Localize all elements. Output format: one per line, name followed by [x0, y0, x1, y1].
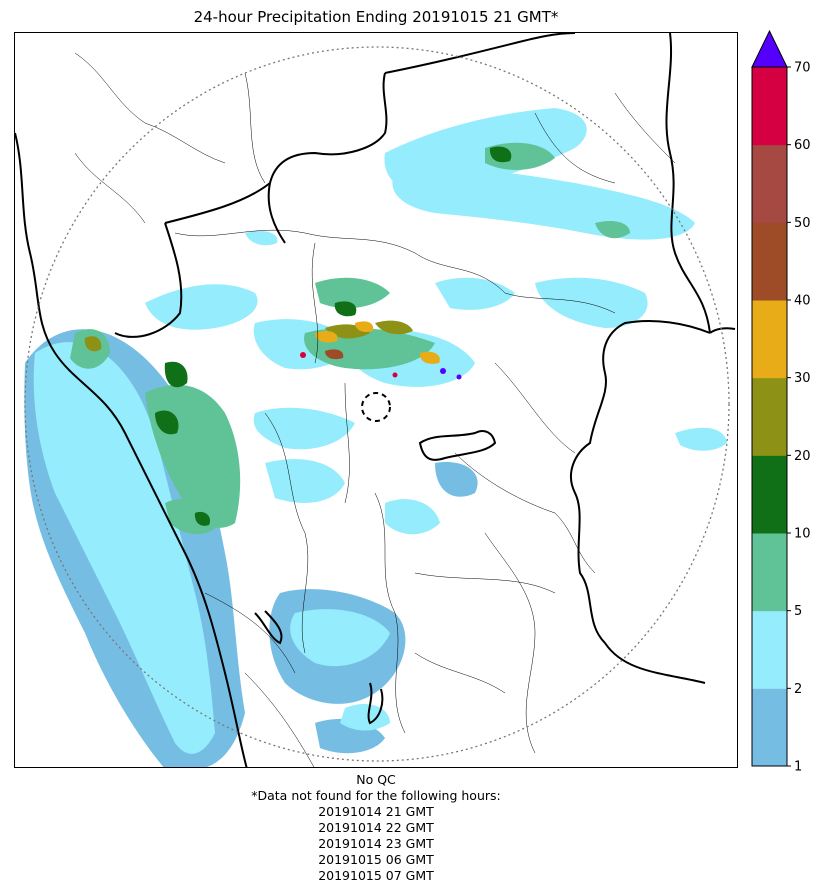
precip-layer-over-70: [440, 368, 462, 380]
colorbar-segment: [752, 688, 787, 767]
colorbar-svg: 1 2 5 10 20 30 40 50 60 70: [751, 29, 811, 775]
colorbar-segment: [752, 377, 787, 456]
colorbar-tick-label: 40: [794, 294, 811, 309]
colorbar-tick-label: 50: [794, 216, 811, 231]
colorbar-segment: [752, 222, 787, 301]
colorbar-tick-label: 10: [794, 527, 811, 542]
state-boundaries: [15, 33, 736, 767]
missing-hour: 20191015 07 GMT: [318, 868, 434, 883]
colorbar-segment: [752, 144, 787, 223]
precip-layer-60-70: [300, 352, 398, 378]
precip-layer-10-20: [155, 146, 512, 526]
colorbar-tick-label: 5: [794, 604, 802, 619]
colorbar-segment: [752, 67, 787, 146]
missing-hour: 20191014 22 GMT: [318, 820, 434, 835]
qc-status: No QC: [356, 772, 396, 787]
colorbar-frame: [751, 66, 788, 767]
district-boundaries: [74, 52, 676, 767]
precipitation-map: [14, 32, 738, 768]
colorbar-segment: [752, 455, 787, 534]
precip-layer-40-50: [325, 349, 344, 360]
colorbar-segment: [752, 300, 787, 379]
missing-hour: 20191015 06 GMT: [318, 852, 434, 867]
map-canvas: [15, 33, 736, 767]
colorbar-tick-label: 70: [794, 61, 811, 76]
map-title: 24-hour Precipitation Ending 20191015 21…: [193, 8, 559, 26]
colorbar-tick-label: 30: [794, 371, 811, 386]
radar-site-marker: [361, 392, 391, 422]
missing-data-header: *Data not found for the following hours:: [251, 788, 501, 803]
colorbar-segment: [752, 533, 787, 612]
colorbar-tick-label: 20: [794, 449, 811, 464]
missing-hour: 20191014 21 GMT: [318, 804, 434, 819]
precip-layer-30-40: [315, 321, 440, 364]
colorbar-tick-label: 1: [794, 760, 802, 775]
colorbar-tick-label: 2: [794, 682, 802, 697]
colorbar-tick-label: 60: [794, 138, 811, 153]
radar-range-ring: [24, 46, 730, 762]
missing-hour: 20191014 23 GMT: [318, 836, 434, 851]
colorbar: 1 2 5 10 20 30 40 50 60 70: [751, 29, 822, 775]
colorbar-extend-arrow: [751, 29, 788, 68]
colorbar-segment: [752, 610, 787, 689]
footer-notes: No QC *Data not found for the following …: [14, 772, 738, 884]
